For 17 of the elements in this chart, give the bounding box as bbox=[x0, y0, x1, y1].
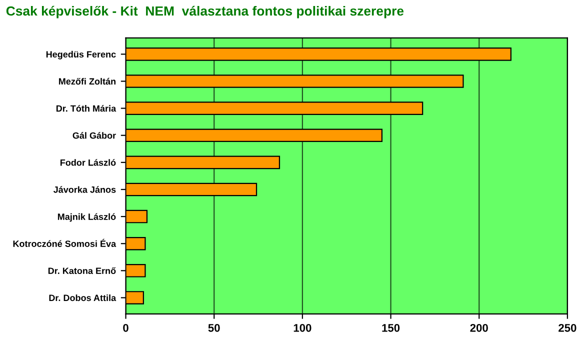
y-tick-label: Fodor László bbox=[60, 159, 116, 166]
y-tick-label: Jávorka János bbox=[53, 186, 116, 193]
y-tick-label: Dr. Dobos Attila bbox=[49, 294, 116, 302]
chart-title: Csak képviselők - Kit NEM választana fontos politikai szerepre bbox=[6, 6, 404, 18]
x-tick-label: 0 bbox=[123, 324, 128, 332]
y-tick-label: Majnik László bbox=[58, 213, 116, 222]
y-tick-label: Dr. Tóth Mária bbox=[56, 104, 116, 112]
y-tick-label: Dr. Katona Ernő bbox=[48, 267, 116, 274]
x-tick-label: 50 bbox=[208, 324, 220, 332]
x-tick-label: 200 bbox=[470, 324, 488, 332]
y-tick-label: Mezőfi Zoltán bbox=[58, 78, 116, 85]
x-tick-label: 100 bbox=[294, 324, 312, 332]
y-tick-label: Kotroczóné Somosi Éva bbox=[13, 238, 116, 247]
y-tick-label: Gál Gábor bbox=[72, 132, 116, 139]
y-tick-label: Hegedüs Ferenc bbox=[46, 50, 116, 60]
x-tick-label: 150 bbox=[382, 324, 400, 332]
x-tick-label: 250 bbox=[558, 324, 576, 332]
